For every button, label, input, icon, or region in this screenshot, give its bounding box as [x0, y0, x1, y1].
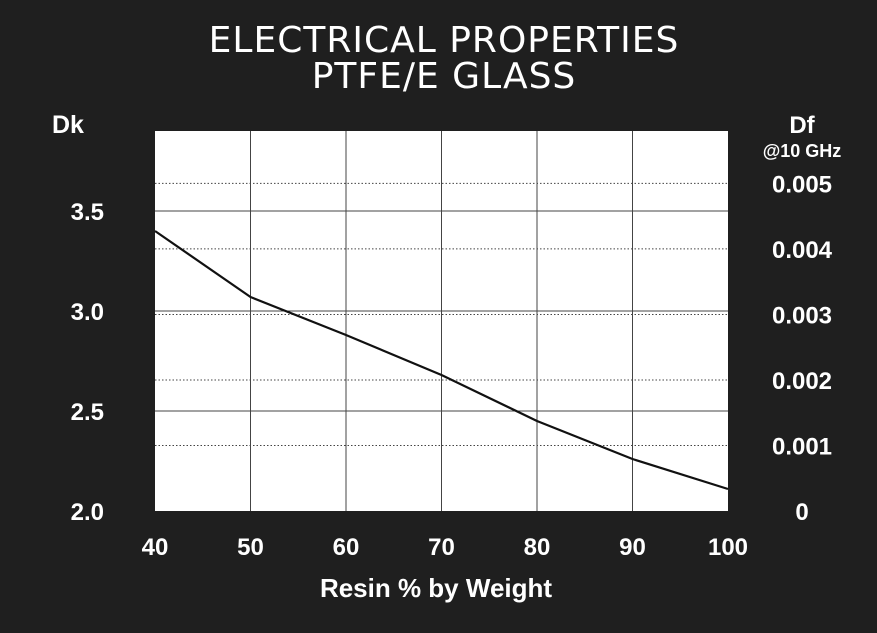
y-right-tick-label-0.002: 0.002	[772, 368, 832, 395]
x-tick-label-70: 70	[428, 534, 455, 561]
y-right-axis-label: Df	[789, 112, 815, 139]
x-tick-label-50: 50	[237, 534, 264, 561]
x-tick-label-60: 60	[333, 534, 360, 561]
series-group	[154, 230, 729, 491]
ticks-group: 40 50 60 70 80 90 100 2.0 2.5 3.0 3.5 0 0.001 0.002 0.…	[71, 171, 833, 561]
y-left-axis-label: Dk	[52, 111, 84, 139]
y-right-tick-label-0.005: 0.005	[772, 171, 832, 198]
y-right-tick-label-0.003: 0.003	[772, 302, 832, 329]
x-tick-label-100: 100	[708, 534, 748, 561]
x-tick-label-90: 90	[619, 534, 646, 561]
x-axis-label: Resin % by Weight	[320, 573, 552, 603]
y-right-axis-sublabel: @10 GHz	[763, 141, 842, 161]
x-tick-label-80: 80	[524, 534, 551, 561]
chart-title-line-1: ELECTRICAL PROPERTIES	[209, 20, 680, 61]
series-line-0	[154, 230, 729, 491]
y-left-tick-label-2.5: 2.5	[71, 399, 104, 426]
y-left-tick-label-3.5: 3.5	[71, 199, 104, 226]
y-right-tick-label-0.001: 0.001	[772, 433, 832, 460]
y-left-tick-label-2.0: 2.0	[71, 499, 104, 526]
y-right-tick-label-0.004: 0.004	[772, 237, 833, 264]
y-right-tick-label-0: 0	[795, 499, 808, 526]
grid	[155, 131, 728, 511]
x-tick-label-40: 40	[142, 534, 169, 561]
chart-title-line-2: PTFE/E GLASS	[312, 56, 577, 97]
y-left-tick-label-3.0: 3.0	[71, 299, 104, 326]
